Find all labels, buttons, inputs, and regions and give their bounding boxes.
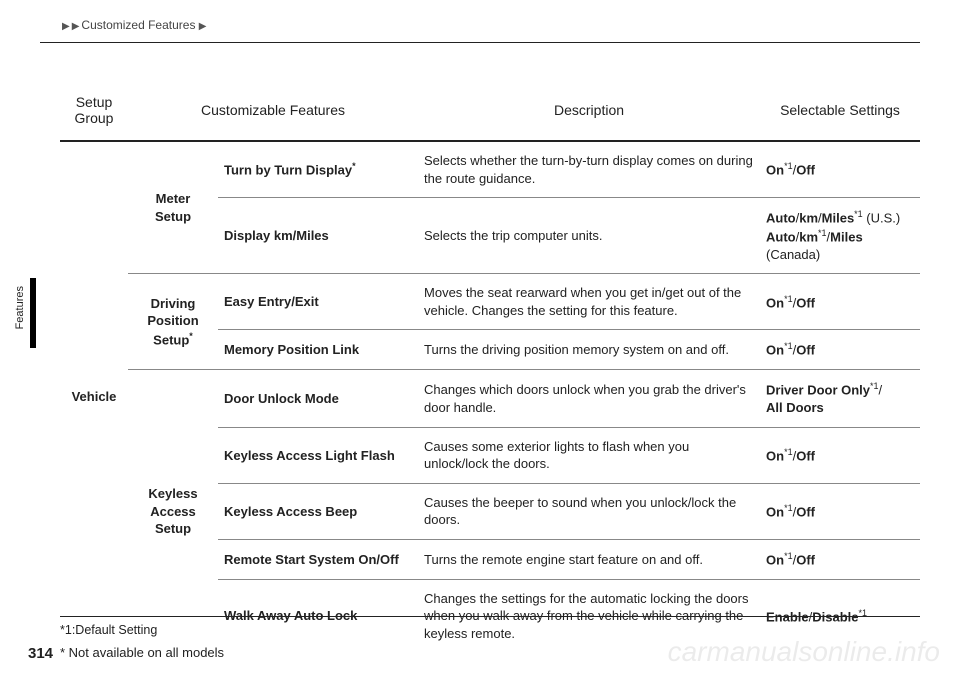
- features-table: Setup Group Customizable Features Descri…: [60, 86, 920, 652]
- group-cell: Vehicle: [60, 141, 128, 652]
- footer: *1:Default Setting * Not available on al…: [60, 616, 920, 660]
- page-number: 314: [28, 645, 53, 662]
- feature-desc: Selects the trip computer units.: [418, 198, 760, 273]
- side-tab-marker: [30, 278, 36, 348]
- feature-desc: Causes the beeper to sound when you unlo…: [418, 484, 760, 539]
- header-selectable-settings: Selectable Settings: [760, 86, 920, 141]
- footnote-default: *1:Default Setting: [60, 623, 920, 637]
- feature-settings: Auto/km/Miles*1 (U.S.)Auto/km*1/Miles (C…: [760, 198, 920, 273]
- footnote-availability: * Not available on all models: [60, 645, 920, 660]
- top-divider: [40, 42, 920, 43]
- footer-divider: [60, 616, 920, 617]
- table-row: Vehicle Meter Setup Turn by Turn Display…: [60, 141, 920, 197]
- header-setup-group: Setup Group: [60, 86, 128, 141]
- feature-name: Easy Entry/Exit: [218, 274, 418, 329]
- table-row: Keyless Access Setup Door Unlock Mode Ch…: [60, 370, 920, 426]
- subgroup-driving: Driving Position Setup*: [128, 274, 218, 369]
- breadcrumb: ▶▶Customized Features ▶: [62, 18, 209, 32]
- table-header-row: Setup Group Customizable Features Descri…: [60, 86, 920, 141]
- feature-desc: Selects whether the turn-by-turn display…: [418, 141, 760, 197]
- feature-name: Remote Start System On/Off: [218, 540, 418, 579]
- feature-desc: Turns the driving position memory system…: [418, 330, 760, 369]
- feature-name: Memory Position Link: [218, 330, 418, 369]
- breadcrumb-arrow-icon: ▶: [62, 21, 70, 32]
- feature-settings: On*1/Off: [760, 274, 920, 329]
- breadcrumb-arrow-icon: ▶: [199, 21, 207, 32]
- feature-desc: Causes some exterior lights to flash whe…: [418, 428, 760, 483]
- feature-name: Keyless Access Beep: [218, 484, 418, 539]
- feature-settings: On*1/Off: [760, 540, 920, 579]
- side-tab-label: Features: [14, 280, 30, 335]
- feature-settings: On*1/Off: [760, 428, 920, 483]
- header-description: Description: [418, 86, 760, 141]
- feature-desc: Changes which doors unlock when you grab…: [418, 370, 760, 426]
- feature-name: Door Unlock Mode: [218, 370, 418, 426]
- subgroup-keyless: Keyless Access Setup: [128, 370, 218, 652]
- feature-name: Keyless Access Light Flash: [218, 428, 418, 483]
- feature-settings: Driver Door Only*1/All Doors: [760, 370, 920, 426]
- subgroup-meter: Meter Setup: [128, 141, 218, 273]
- feature-desc: Turns the remote engine start feature on…: [418, 540, 760, 579]
- feature-settings: On*1/Off: [760, 484, 920, 539]
- header-customizable-features: Customizable Features: [128, 86, 418, 141]
- breadcrumb-arrow-icon: ▶: [72, 21, 80, 32]
- feature-desc: Moves the seat rearward when you get in/…: [418, 274, 760, 329]
- feature-name: Turn by Turn Display*: [218, 141, 418, 197]
- feature-settings: On*1/Off: [760, 141, 920, 197]
- breadcrumb-text: Customized Features: [81, 18, 195, 32]
- feature-settings: On*1/Off: [760, 330, 920, 369]
- table-row: Driving Position Setup* Easy Entry/Exit …: [60, 274, 920, 329]
- table-container: Setup Group Customizable Features Descri…: [60, 86, 920, 652]
- feature-name: Display km/Miles: [218, 198, 418, 273]
